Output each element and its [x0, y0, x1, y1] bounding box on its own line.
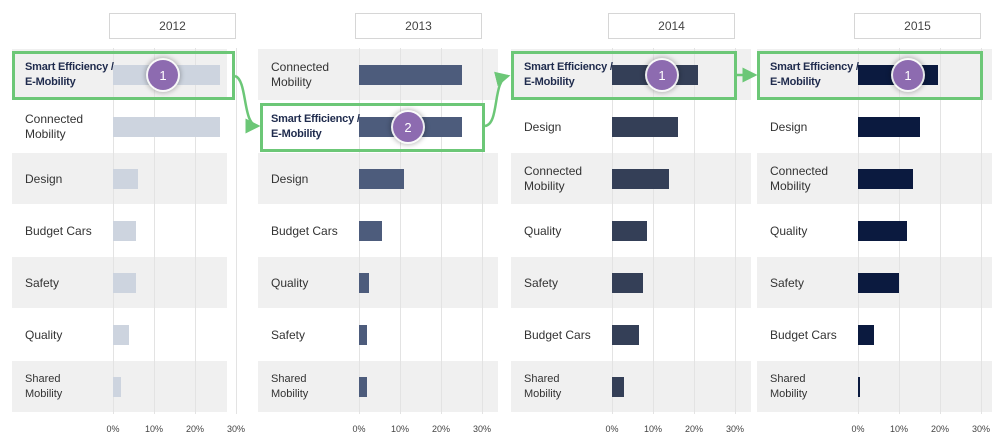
year-header: 2012 [109, 13, 236, 39]
category-label: Smart Efficiency / E-Mobility [271, 113, 360, 140]
x-tick-label: 10% [889, 424, 909, 434]
x-tick-label: 10% [390, 424, 410, 434]
x-tick-label: 20% [185, 424, 205, 434]
x-tick-label: 30% [971, 424, 991, 434]
highlight-box [12, 51, 235, 100]
category-label: Quality [524, 223, 562, 238]
category-label: Quality [770, 223, 808, 238]
x-tick-label: 30% [472, 424, 492, 434]
gridline [195, 48, 196, 414]
bar [612, 221, 647, 241]
category-label: Shared Mobility [770, 373, 808, 400]
bar [612, 377, 625, 397]
category-label: Budget Cars [271, 223, 338, 238]
highlight-box [260, 103, 485, 152]
bar [359, 377, 368, 397]
bar [359, 221, 382, 241]
category-label: Smart Efficiency / E-Mobility [770, 61, 859, 88]
gridline [981, 48, 982, 414]
row-background [511, 361, 751, 412]
category-label: Safety [271, 327, 306, 342]
gridline [441, 48, 442, 414]
gridline [400, 48, 401, 414]
bar [113, 325, 130, 345]
gridline [236, 48, 237, 414]
category-label: Safety [25, 275, 60, 290]
category-label: Connected Mobility [770, 164, 829, 193]
bar [113, 117, 220, 137]
bar [359, 325, 368, 345]
highlight-box [757, 51, 983, 100]
bar [858, 377, 861, 397]
category-label: Connected Mobility [524, 164, 583, 193]
bar [858, 273, 899, 293]
bar [113, 169, 138, 189]
bar [612, 169, 670, 189]
category-label: Budget Cars [25, 223, 92, 238]
rank-badge: 1 [148, 60, 178, 90]
x-tick-label: 20% [684, 424, 704, 434]
x-tick-label: 30% [226, 424, 246, 434]
category-label: Smart Efficiency / E-Mobility [524, 61, 613, 88]
category-label: Safety [524, 275, 559, 290]
category-label: Connected Mobility [25, 112, 84, 141]
category-label: Safety [770, 275, 805, 290]
gridline [735, 48, 736, 414]
gridline [940, 48, 941, 414]
rank-badge: 1 [647, 60, 677, 90]
bar [113, 221, 136, 241]
row-background [258, 257, 498, 308]
bar [113, 377, 122, 397]
gridline [482, 48, 483, 414]
category-label: Shared Mobility [524, 373, 562, 400]
category-label: Shared Mobility [271, 373, 309, 400]
gridline [154, 48, 155, 414]
x-tick-label: 0% [605, 424, 619, 434]
year-header: 2013 [355, 13, 482, 39]
category-label: Design [25, 171, 63, 186]
gridline [653, 48, 654, 414]
x-tick-label: 0% [851, 424, 865, 434]
x-tick-label: 20% [431, 424, 451, 434]
bar [612, 325, 639, 345]
bar [359, 65, 462, 85]
x-tick-label: 30% [725, 424, 745, 434]
year-header: 2014 [608, 13, 735, 39]
rank-badge: 1 [893, 60, 923, 90]
x-tick-label: 0% [106, 424, 120, 434]
x-tick-label: 20% [930, 424, 950, 434]
category-label: Smart Efficiency / E-Mobility [25, 61, 114, 88]
bar [858, 117, 920, 137]
connector-arrow [234, 74, 261, 134]
bar [858, 169, 914, 189]
x-tick-label: 10% [144, 424, 164, 434]
bar [858, 325, 875, 345]
year-header: 2015 [854, 13, 981, 39]
gridline [694, 48, 695, 414]
highlight-box [511, 51, 737, 100]
row-background [258, 361, 498, 412]
row-background [757, 361, 992, 412]
bar [113, 273, 136, 293]
category-label: Design [271, 171, 309, 186]
x-tick-label: 0% [352, 424, 366, 434]
category-label: Shared Mobility [25, 373, 63, 400]
category-label: Design [770, 119, 808, 134]
category-label: Quality [271, 275, 309, 290]
category-label: Budget Cars [524, 327, 591, 342]
x-tick-label: 10% [643, 424, 663, 434]
category-label: Budget Cars [770, 327, 837, 342]
bar [359, 169, 405, 189]
category-label: Connected Mobility [271, 60, 330, 89]
category-label: Design [524, 119, 562, 134]
rank-badge: 2 [393, 112, 423, 142]
bar [359, 273, 370, 293]
category-label: Quality [25, 327, 63, 342]
bar [612, 117, 678, 137]
bar [858, 221, 908, 241]
bar [612, 273, 643, 293]
